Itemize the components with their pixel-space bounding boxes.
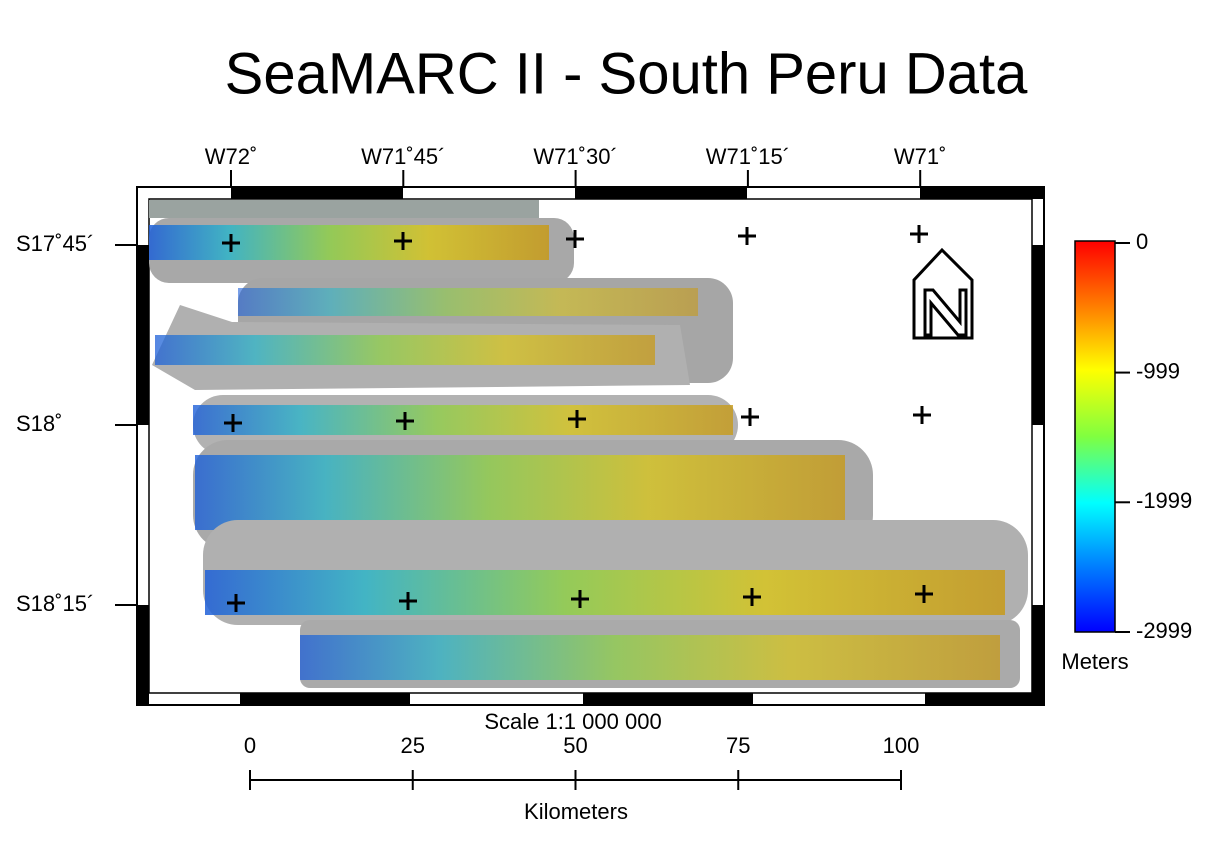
longitude-label: W71˚ xyxy=(894,144,947,169)
sonar-swaths xyxy=(149,200,1028,688)
latitude-label: S18˚ xyxy=(16,411,62,436)
scale-label: Kilometers xyxy=(524,799,628,824)
colorbar xyxy=(1074,240,1116,633)
latitude-labels: S17˚45´ S18˚ S18˚15´ xyxy=(16,231,137,616)
longitude-label: W71˚30´ xyxy=(533,144,617,169)
latitude-label: S17˚45´ xyxy=(16,231,94,256)
north-arrow xyxy=(912,247,974,340)
colorbar-ticks: 0 -999 -1999 -2999 xyxy=(1115,229,1192,643)
colorbar-tick-label: -999 xyxy=(1136,358,1180,383)
scale-tick-label: 100 xyxy=(883,733,920,758)
title: SeaMARC II - South Peru Data xyxy=(225,41,1028,106)
scale-ticks: 0 25 50 75 100 xyxy=(244,733,919,790)
scale-tick-label: 50 xyxy=(563,733,587,758)
scale-tick-label: 25 xyxy=(401,733,425,758)
colorbar-tick-label: -1999 xyxy=(1136,488,1192,513)
longitude-label: W72˚ xyxy=(205,144,258,169)
longitude-labels: W72˚ W71˚45´ W71˚30´ W71˚15´ W71˚ xyxy=(205,144,947,187)
longitude-label: W71˚15´ xyxy=(706,144,790,169)
latitude-label: S18˚15´ xyxy=(16,591,94,616)
colorbar-tick-label: -2999 xyxy=(1136,618,1192,643)
scale-tick-label: 75 xyxy=(726,733,750,758)
scale-tick-label: 0 xyxy=(244,733,256,758)
longitude-label: W71˚45´ xyxy=(361,144,445,169)
colorbar-label: Meters xyxy=(1061,649,1128,674)
colorbar-tick-label: 0 xyxy=(1136,229,1148,254)
scale-title: Scale 1:1 000 000 xyxy=(484,709,661,734)
graticule-crosses xyxy=(222,225,933,612)
